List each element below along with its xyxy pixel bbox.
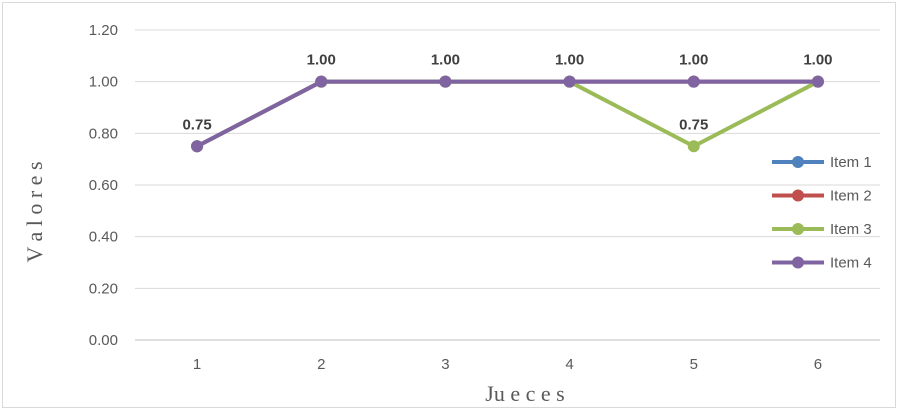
legend-label: Item 3 xyxy=(830,221,872,238)
series-line-1 xyxy=(195,79,820,149)
data-label: 1.00 xyxy=(803,52,832,69)
data-label: 0.75 xyxy=(679,116,708,133)
legend-label: Item 4 xyxy=(830,255,872,272)
y-tick-label: 0.60 xyxy=(89,177,118,194)
data-point xyxy=(439,75,452,88)
legend-label: Item 2 xyxy=(830,188,872,205)
y-tick-label: 1.00 xyxy=(89,74,118,91)
x-tick-label: 4 xyxy=(565,356,573,373)
y-tick-label: 0.80 xyxy=(89,125,118,142)
data-label: 1.00 xyxy=(555,52,584,69)
legend-label: Item 1 xyxy=(830,154,872,171)
legend-marker xyxy=(792,189,804,202)
data-label: 1.00 xyxy=(679,52,708,69)
y-axis-title: V a l o r e s xyxy=(22,161,47,262)
data-point xyxy=(687,140,700,153)
y-tick-label: 0.20 xyxy=(89,280,118,297)
data-label: 1.00 xyxy=(307,52,336,69)
x-tick-label: 5 xyxy=(690,356,698,373)
data-point xyxy=(687,75,700,88)
data-point xyxy=(191,140,204,153)
y-tick-label: 0.00 xyxy=(89,332,118,349)
data-label: 0.75 xyxy=(182,116,211,133)
x-tick-label: 3 xyxy=(441,356,449,373)
series-line-3 xyxy=(195,79,820,149)
data-label: 1.00 xyxy=(431,52,460,69)
series-line-4 xyxy=(195,79,820,149)
data-point xyxy=(315,75,328,88)
y-tick-label: 1.20 xyxy=(89,22,118,39)
legend-marker xyxy=(792,256,804,269)
data-point xyxy=(563,75,576,88)
legend-marker xyxy=(792,156,804,168)
x-tick-label: 1 xyxy=(193,356,201,373)
series-line-2 xyxy=(195,79,820,149)
legend-marker xyxy=(792,223,804,235)
x-tick-label: 2 xyxy=(317,356,325,373)
y-tick-label: 0.40 xyxy=(89,229,118,246)
data-point xyxy=(811,75,824,88)
x-tick-label: 6 xyxy=(814,356,822,373)
x-axis-title: Ju e c e s xyxy=(485,381,564,406)
